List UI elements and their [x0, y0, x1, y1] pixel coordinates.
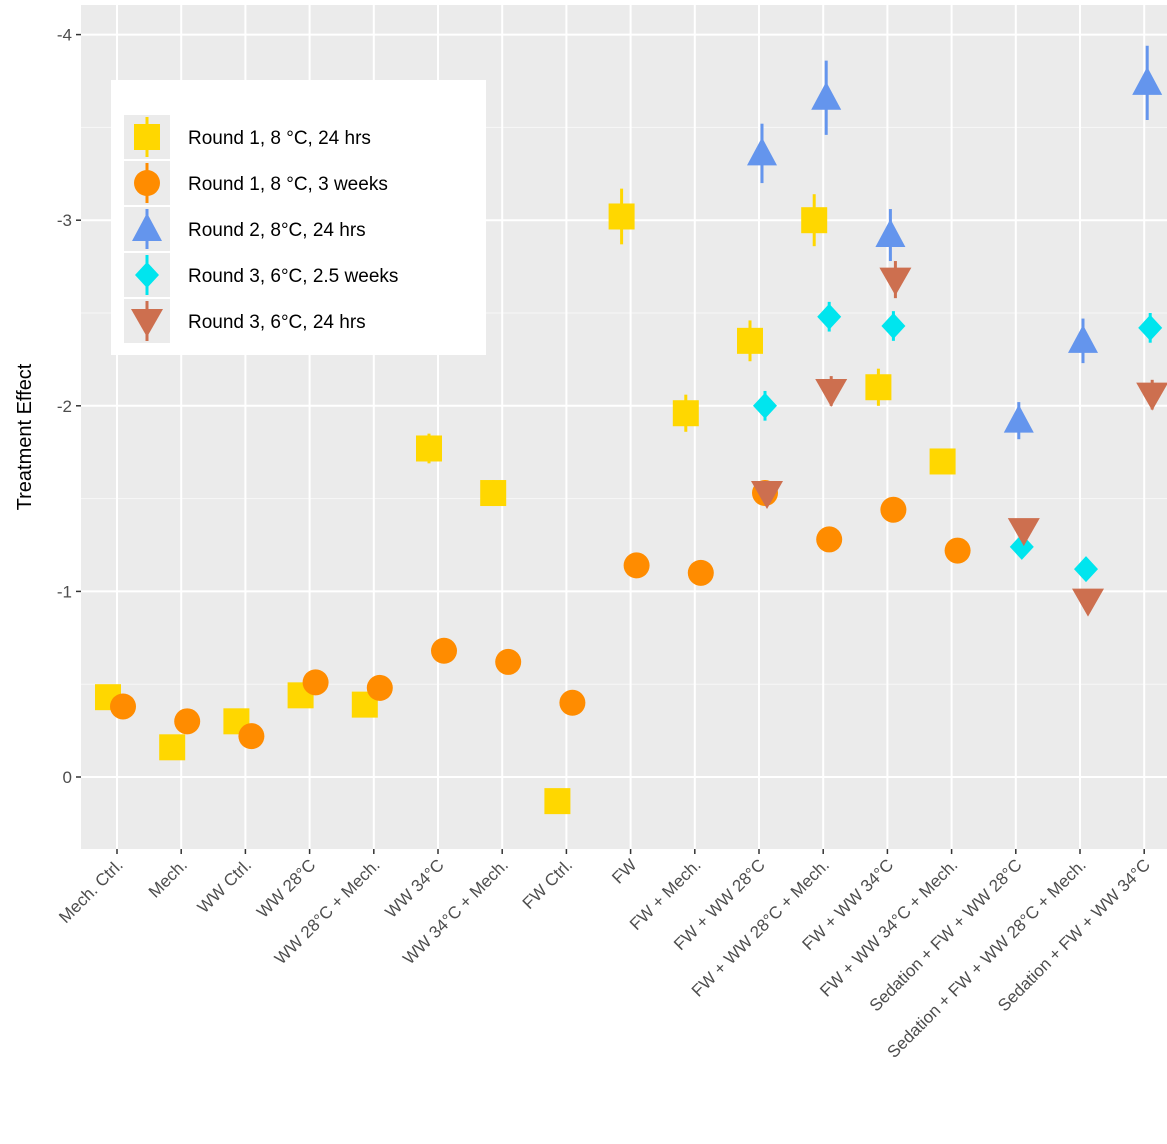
legend-label: Round 1, 8 °C, 24 hrs	[188, 128, 371, 149]
data-point	[751, 481, 783, 510]
legend-key-triangle-up	[132, 213, 162, 241]
legend-key-circle	[134, 170, 160, 196]
data-point	[880, 496, 907, 523]
data-point	[544, 788, 571, 815]
data-point	[672, 400, 699, 427]
y-axis: 0 -1 -2 -3 -4	[57, 26, 81, 787]
data-point	[495, 648, 522, 675]
data-point	[1136, 382, 1167, 411]
x-tick-label: Mech.	[145, 855, 191, 901]
x-tick-label: FW	[608, 855, 640, 887]
data-point	[416, 435, 442, 462]
data-point	[1074, 556, 1098, 583]
data-point	[1003, 404, 1034, 433]
data-point	[816, 526, 843, 553]
x-tick-label: WW Ctrl.	[194, 855, 256, 917]
legend-label: Round 3, 6°C, 2.5 weeks	[188, 266, 398, 287]
data-point	[110, 693, 136, 720]
data-point	[929, 448, 956, 475]
data-point	[480, 480, 507, 507]
data-point	[1138, 314, 1163, 341]
data-point	[608, 203, 635, 230]
series-2	[747, 45, 1163, 440]
legend-label: Round 2, 8°C, 24 hrs	[188, 220, 366, 241]
series-3	[753, 301, 1163, 583]
data-point	[944, 537, 971, 564]
data-point	[238, 723, 265, 750]
y-tick-label: 0	[63, 768, 72, 787]
y-axis-title: Treatment Effect	[14, 363, 36, 510]
data-point	[881, 312, 906, 339]
data-point	[1068, 324, 1098, 353]
data-point	[815, 378, 848, 407]
data-point	[559, 689, 586, 716]
data-point	[811, 81, 842, 110]
legend-key-diamond	[135, 262, 159, 288]
legend-label: Round 3, 6°C, 24 hrs	[188, 312, 366, 333]
y-tick-label: -4	[57, 26, 72, 45]
data-point	[159, 734, 186, 761]
y-tick-label: -3	[57, 211, 72, 230]
data-layer	[95, 45, 1167, 815]
data-point	[366, 674, 393, 701]
legend-key-triangle-down	[131, 309, 163, 337]
series-0	[95, 188, 956, 815]
data-point	[801, 207, 828, 234]
data-point	[1007, 518, 1040, 547]
legend-label: Round 1, 8 °C, 3 weeks	[188, 174, 388, 195]
data-point	[687, 559, 714, 586]
data-point	[817, 303, 842, 330]
data-point	[1132, 66, 1163, 95]
data-point	[737, 327, 763, 354]
x-tick-label: WW 34°C	[381, 855, 447, 921]
legend-box	[111, 80, 486, 355]
data-point	[302, 669, 329, 696]
series-1	[110, 480, 971, 750]
data-point	[879, 267, 912, 296]
legend: Round 1, 8 °C, 24 hrs Round 1, 8 °C, 3 we…	[111, 80, 486, 355]
data-point	[174, 708, 201, 735]
y-tick-label: -1	[57, 582, 72, 601]
series-4	[751, 261, 1167, 617]
data-point	[875, 219, 906, 248]
data-point	[623, 552, 650, 579]
data-point	[865, 374, 892, 401]
y-tick-label: -2	[57, 397, 72, 416]
x-tick-label: WW 28°C	[253, 855, 319, 921]
data-point	[431, 637, 457, 664]
x-tick-label: FW Ctrl.	[519, 855, 577, 913]
x-tick-label: Mech. Ctrl.	[55, 855, 127, 927]
data-point	[1072, 588, 1104, 617]
legend-key-square	[134, 124, 160, 150]
data-point	[747, 137, 777, 166]
x-axis: Mech. Ctrl. Mech. WW Ctrl.WW 28°CWW 28°C +…	[55, 849, 1154, 1062]
data-point	[753, 392, 777, 419]
data-point	[1009, 533, 1034, 560]
